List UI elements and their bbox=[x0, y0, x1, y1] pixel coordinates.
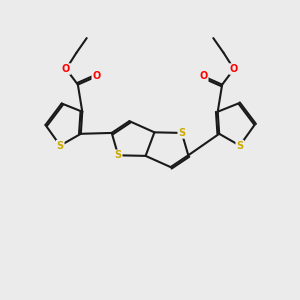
Text: S: S bbox=[236, 141, 243, 151]
Text: S: S bbox=[57, 141, 64, 151]
Text: O: O bbox=[62, 64, 70, 74]
Text: O: O bbox=[200, 71, 208, 81]
Text: S: S bbox=[178, 128, 185, 138]
Text: S: S bbox=[115, 150, 122, 160]
Text: O: O bbox=[230, 64, 238, 74]
Text: O: O bbox=[92, 71, 101, 81]
